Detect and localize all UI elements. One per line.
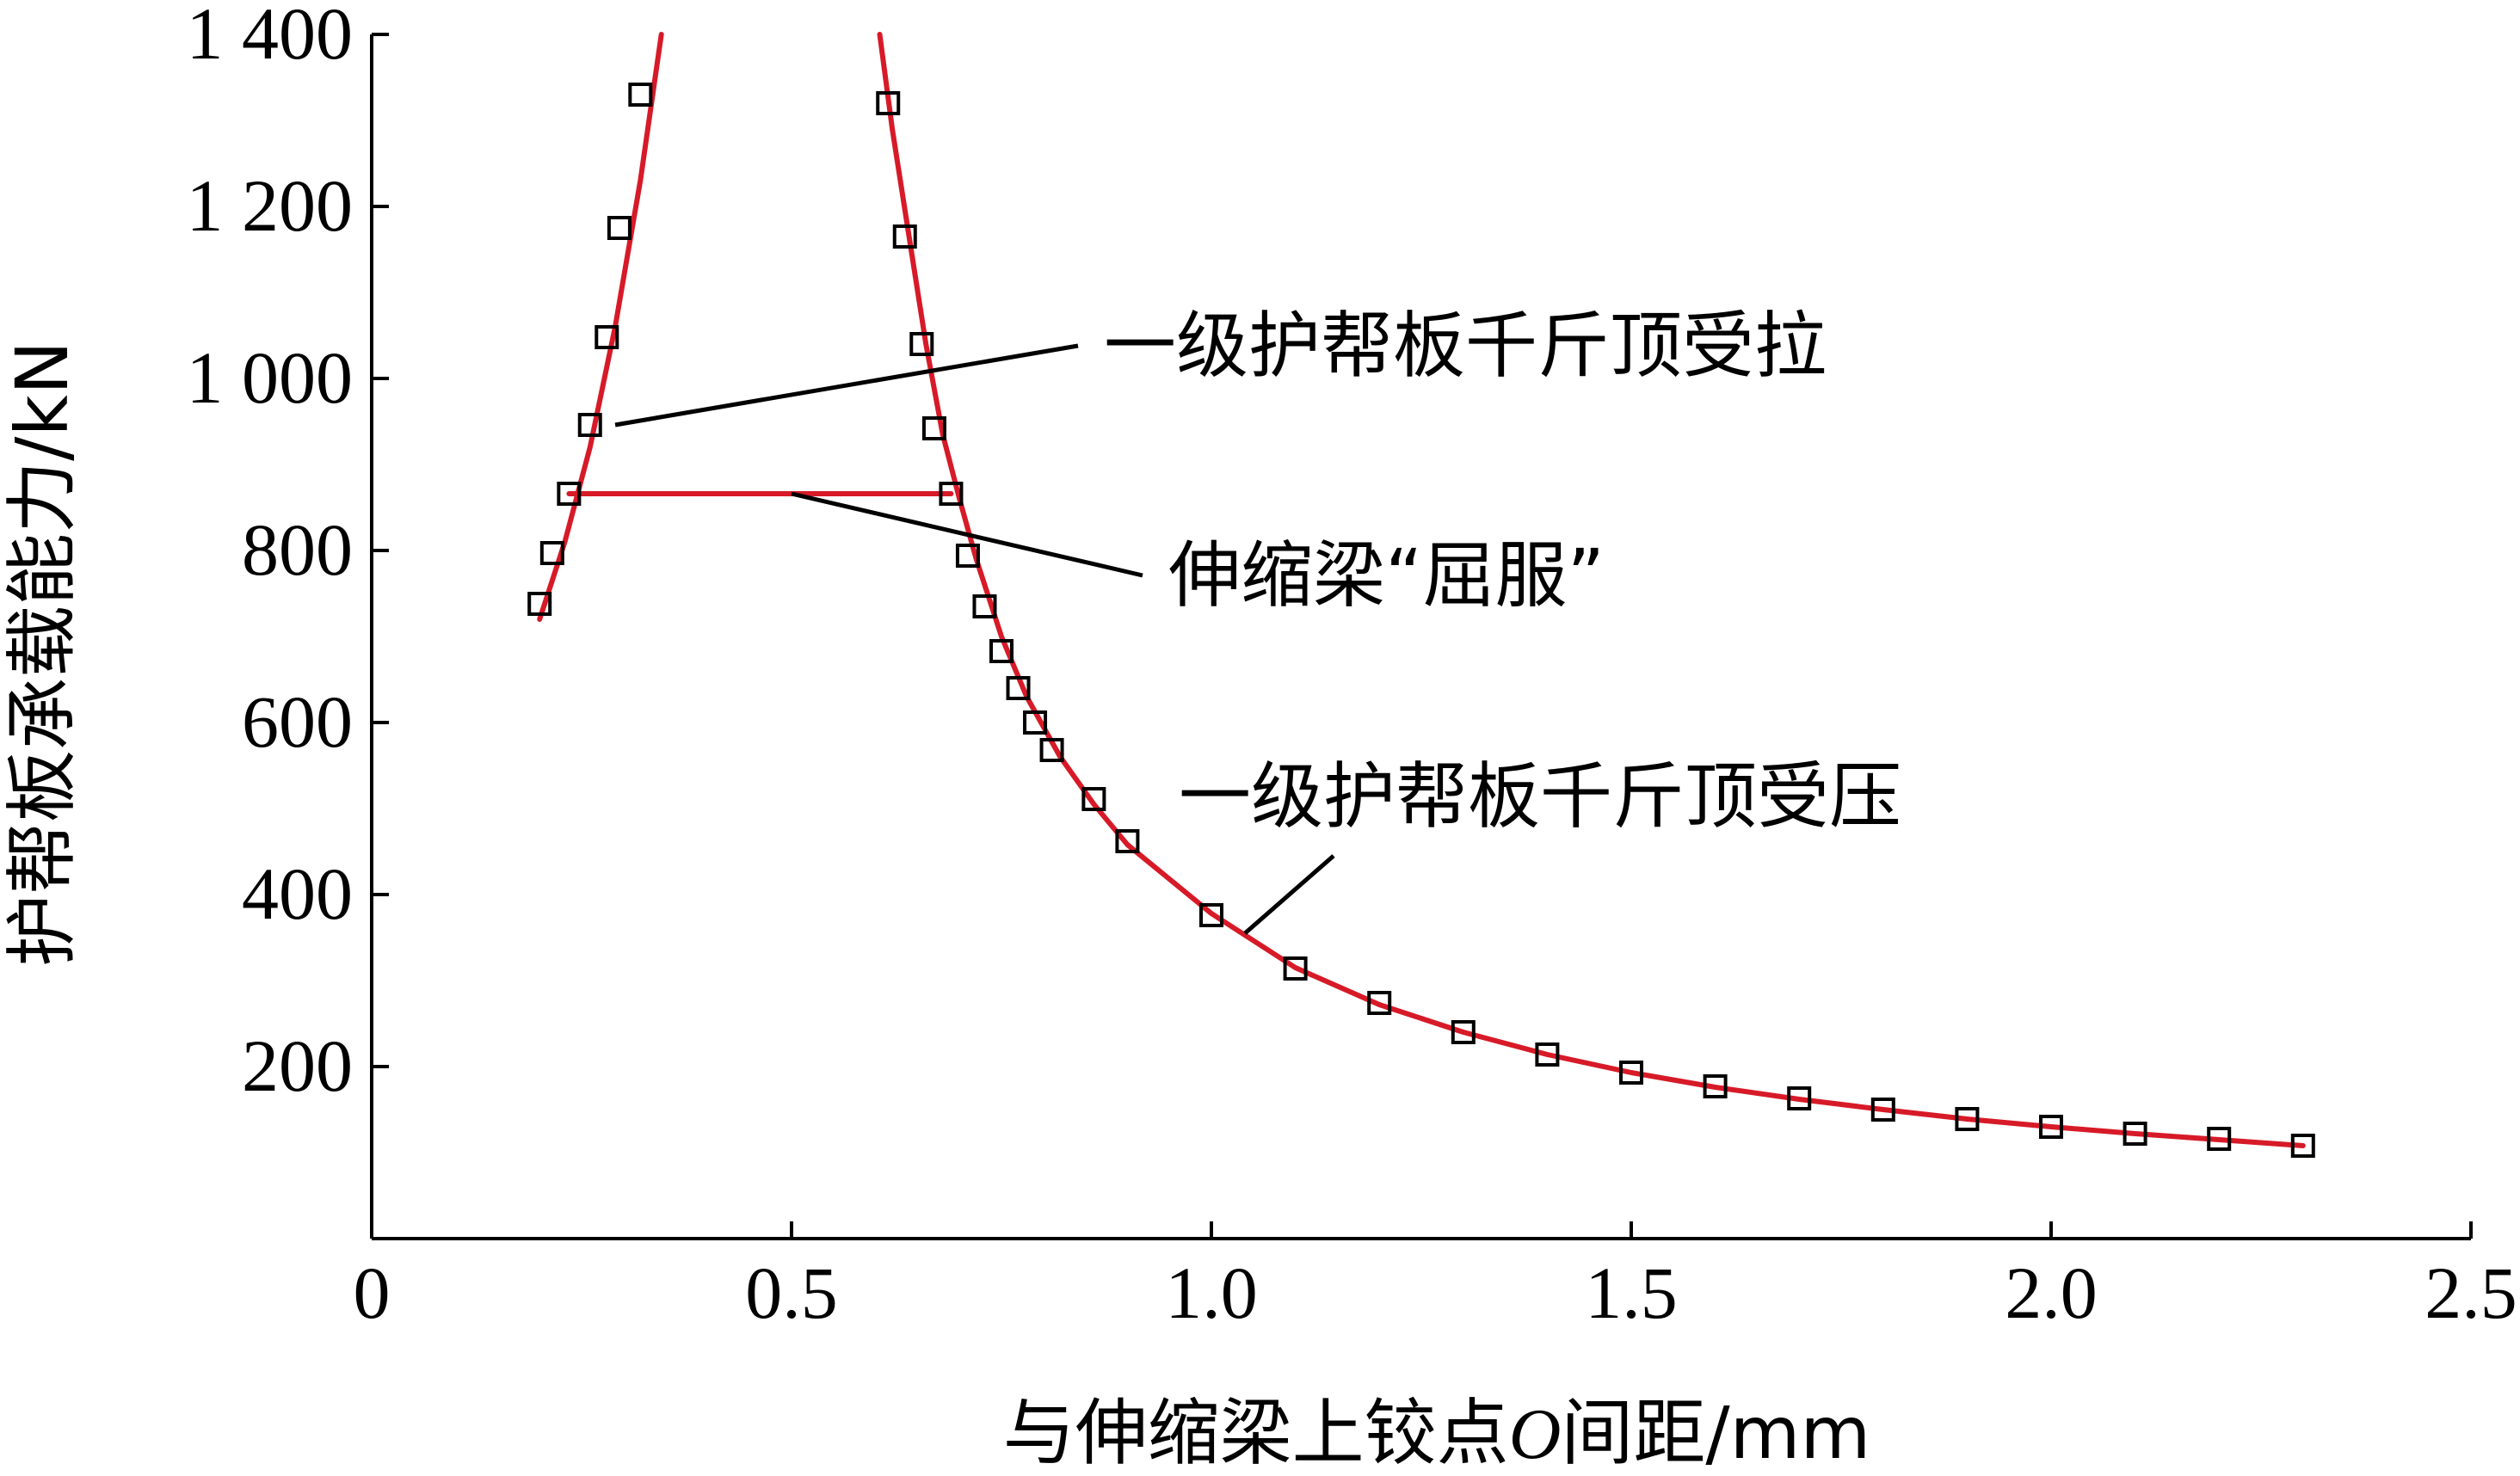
data-point-marker — [1081, 787, 1106, 811]
y-tick-label: 1 400 — [187, 0, 354, 75]
data-point-marker — [1955, 1107, 1980, 1131]
data-point-marker — [2290, 1134, 2315, 1158]
data-point-marker — [527, 592, 552, 616]
data-point-marker — [1006, 676, 1031, 700]
data-point-marker — [972, 594, 997, 618]
data-point-marker — [595, 325, 619, 349]
data-point-marker — [955, 544, 980, 568]
x-tick-label: 0 — [354, 1252, 391, 1334]
data-point-marker — [1619, 1061, 1643, 1085]
y-tick-label: 400 — [242, 852, 353, 935]
x-tick-label: 0.5 — [745, 1252, 838, 1334]
data-point-marker — [939, 482, 964, 506]
data-point-marker — [1870, 1098, 1895, 1122]
y-tick-label: 800 — [242, 508, 353, 591]
x-axis-title-suffix: 间距/mm — [1561, 1391, 1870, 1475]
y-tick-label: 200 — [242, 1024, 353, 1107]
series-markers — [527, 83, 2315, 1158]
data-point-marker — [557, 482, 582, 506]
annotation-compression: 一级护帮板千斤顶受压 — [1179, 754, 1901, 839]
data-point-marker — [2207, 1127, 2232, 1151]
x-tick-label: 2.0 — [2005, 1252, 2098, 1334]
annotation-yield: 伸缩梁“屈服” — [1168, 533, 1605, 618]
x-tick-label: 1.0 — [1165, 1252, 1258, 1334]
x-axis-title-italic: O — [1509, 1394, 1562, 1474]
data-point-marker — [876, 91, 901, 115]
y-ticks: 200 400 600 800 1 000 1 200 1 400 — [187, 0, 389, 1107]
data-point-marker — [1787, 1086, 1812, 1110]
annotation-leader — [614, 343, 1079, 427]
data-point-marker — [2039, 1115, 2063, 1139]
data-point-marker — [1115, 829, 1140, 853]
x-ticks: 0 0.5 1.0 1.5 2.0 2.5 — [354, 1221, 2517, 1334]
x-tick-label: 2.5 — [2424, 1252, 2517, 1334]
x-axis-title: 与伸缩梁上铰点O间距/mm — [1003, 1391, 1871, 1475]
series-lines — [537, 32, 2306, 1148]
annotation-leader — [791, 491, 1143, 578]
y-axis-title: 护帮板承载能力/kN — [0, 341, 84, 967]
data-point-marker — [1535, 1042, 1560, 1067]
data-point-marker — [892, 224, 917, 249]
data-point-marker — [628, 83, 653, 107]
annotation-tension: 一级护帮板千斤顶受拉 — [1104, 304, 1827, 388]
series-line-0 — [537, 32, 664, 622]
data-point-marker — [1451, 1020, 1476, 1044]
data-point-marker — [1367, 991, 1392, 1015]
data-point-marker — [577, 413, 602, 437]
data-point-marker — [921, 416, 946, 440]
x-tick-label: 1.5 — [1585, 1252, 1678, 1334]
series-line-2 — [877, 32, 2306, 1148]
x-axis-title-prefix: 与伸缩梁上铰点 — [1003, 1391, 1509, 1475]
data-point-marker — [607, 216, 632, 240]
y-tick-label: 1 000 — [187, 336, 354, 419]
data-point-marker — [989, 639, 1014, 663]
y-tick-label: 1 200 — [187, 164, 354, 247]
data-point-marker — [1283, 956, 1308, 981]
data-point-marker — [1703, 1074, 1728, 1098]
data-point-marker — [539, 541, 564, 565]
annotation-leaders — [614, 343, 1335, 935]
data-point-marker — [1199, 903, 1223, 927]
data-point-marker — [2123, 1122, 2147, 1146]
data-point-marker — [1023, 710, 1048, 735]
axes — [370, 34, 2471, 1240]
data-point-marker — [1039, 738, 1064, 762]
annotation-leader — [1243, 854, 1335, 935]
data-point-marker — [909, 332, 934, 356]
y-tick-label: 600 — [242, 680, 353, 763]
annotation-labels: 一级护帮板千斤顶受拉 伸缩梁“屈服” 一级护帮板千斤顶受压 — [1104, 304, 1901, 839]
